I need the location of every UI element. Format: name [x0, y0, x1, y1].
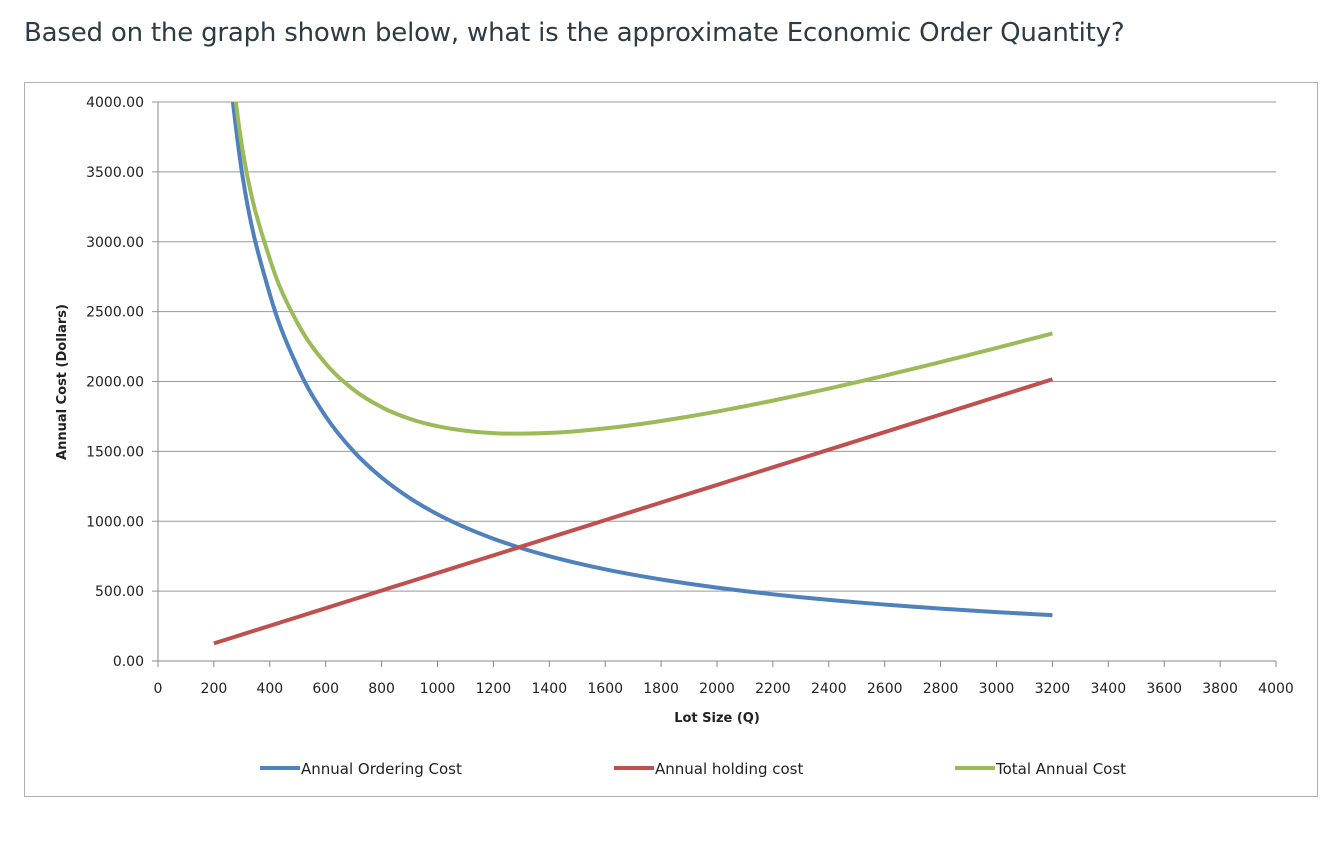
- x-tick-label: 1400: [531, 681, 567, 697]
- series-line-annual-holding-cost: [213, 377, 1054, 646]
- legend-label: Annual Ordering Cost: [301, 760, 462, 778]
- legend-label: Annual holding cost: [655, 760, 803, 778]
- x-tick-label: 3000: [979, 681, 1015, 697]
- x-tick-label: 4000: [1258, 681, 1294, 697]
- chart-frame: [24, 82, 1318, 797]
- legend-label: Total Annual Cost: [995, 760, 1126, 778]
- x-tick-label: 2600: [867, 681, 903, 697]
- y-tick-label: 0.00: [113, 654, 144, 670]
- y-tick-label: 3000.00: [86, 235, 144, 251]
- y-tick-label: 2500.00: [86, 305, 144, 321]
- x-tick-label: 3400: [1090, 681, 1126, 697]
- x-tick-label: 2000: [699, 681, 735, 697]
- y-tick-label: 1500.00: [86, 444, 144, 460]
- x-tick-label: 3800: [1202, 681, 1238, 697]
- x-tick-label: 1200: [476, 681, 512, 697]
- y-axis-label: Annual Cost (Dollars): [55, 304, 70, 460]
- x-axis-label: Lot Size (Q): [674, 711, 760, 726]
- x-tick-label: 400: [256, 681, 283, 697]
- series-line-annual-ordering-cost: [230, 102, 1053, 618]
- x-tick-label: 1600: [587, 681, 623, 697]
- y-tick-label: 500.00: [95, 584, 144, 600]
- x-tick-label: 2400: [811, 681, 847, 697]
- x-tick-label: 1000: [420, 681, 456, 697]
- x-tick-label: 0: [154, 681, 163, 697]
- x-tick-label: 2200: [755, 681, 791, 697]
- question-text: Based on the graph shown below, what is …: [24, 18, 1125, 48]
- y-tick-label: 1000.00: [86, 514, 144, 530]
- y-tick-label: 2000.00: [86, 375, 144, 391]
- y-tick-label: 3500.00: [86, 165, 144, 181]
- series-line-total-annual-cost: [233, 102, 1053, 436]
- x-tick-label: 2800: [923, 681, 959, 697]
- x-tick-label: 200: [201, 681, 228, 697]
- x-tick-label: 1800: [643, 681, 679, 697]
- x-tick-label: 3200: [1035, 681, 1071, 697]
- x-tick-label: 800: [368, 681, 395, 697]
- x-tick-label: 600: [312, 681, 339, 697]
- y-tick-label: 4000.00: [86, 95, 144, 111]
- x-tick-label: 3600: [1146, 681, 1182, 697]
